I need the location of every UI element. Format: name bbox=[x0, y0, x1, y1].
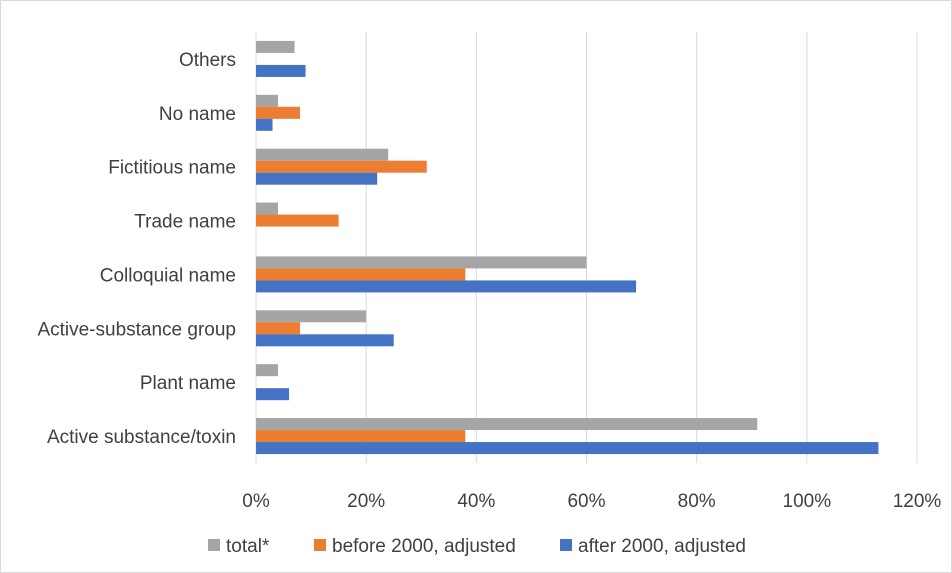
x-tick-label: 120% bbox=[893, 491, 942, 512]
bar-before-2000-adjusted-fictitious-name bbox=[256, 160, 427, 173]
x-tick-label: 100% bbox=[783, 491, 832, 512]
legend-label: before 2000, adjusted bbox=[332, 536, 516, 557]
bar-after-2000-adjusted-fictitious-name bbox=[256, 172, 378, 185]
x-tick-label: 0% bbox=[242, 491, 270, 512]
bar-after-2000-adjusted-no-name bbox=[256, 118, 273, 131]
bar-total-colloquial-name bbox=[256, 256, 587, 269]
legend-swatch-after-2000-adjusted bbox=[560, 539, 572, 551]
bar-total-active-substance-group bbox=[256, 310, 367, 323]
bar-before-2000-adjusted-active-substance-group bbox=[256, 322, 301, 335]
x-tick-label: 40% bbox=[457, 491, 495, 512]
category-label: Others bbox=[179, 50, 236, 71]
bars bbox=[256, 40, 879, 455]
bar-before-2000-adjusted-trade-name bbox=[256, 214, 339, 227]
category-label: Fictitious name bbox=[108, 158, 236, 179]
bar-before-2000-adjusted-active-substance-toxin bbox=[256, 430, 466, 443]
bar-after-2000-adjusted-others bbox=[256, 64, 306, 77]
x-axis-tick-labels: 0% 20% 40% 60% 80% 100% 120% bbox=[242, 491, 941, 512]
x-tick-label: 60% bbox=[567, 491, 605, 512]
category-label: Trade name bbox=[134, 212, 236, 233]
bar-total-no-name bbox=[256, 94, 279, 107]
category-label: No name bbox=[159, 104, 236, 125]
legend-swatch-total bbox=[208, 539, 220, 551]
bar-total-others bbox=[256, 40, 295, 53]
x-tick-label: 20% bbox=[347, 491, 385, 512]
legend: total* before 2000, adjusted after 2000, a… bbox=[208, 536, 746, 557]
bar-after-2000-adjusted-plant-name bbox=[256, 388, 290, 401]
category-label: Colloquial name bbox=[100, 265, 236, 286]
bar-total-active-substance-toxin bbox=[256, 418, 758, 431]
x-tick-label: 80% bbox=[678, 491, 716, 512]
category-labels: Others No name Fictitious name Trade name Co… bbox=[37, 50, 236, 448]
bar-before-2000-adjusted-colloquial-name bbox=[256, 268, 466, 281]
bar-after-2000-adjusted-active-substance-toxin bbox=[256, 442, 879, 455]
legend-swatch-before-2000-adjusted bbox=[314, 539, 326, 551]
bar-before-2000-adjusted-no-name bbox=[256, 106, 301, 119]
bar-total-fictitious-name bbox=[256, 148, 389, 161]
category-label: Active-substance group bbox=[37, 319, 236, 340]
legend-label: total* bbox=[226, 536, 270, 557]
bar-total-trade-name bbox=[256, 202, 279, 215]
bar-total-plant-name bbox=[256, 364, 279, 377]
category-label: Active substance/toxin bbox=[47, 427, 236, 448]
bar-after-2000-adjusted-active-substance-group bbox=[256, 334, 394, 347]
bar-after-2000-adjusted-colloquial-name bbox=[256, 280, 637, 293]
category-label: Plant name bbox=[140, 373, 236, 394]
legend-label: after 2000, adjusted bbox=[578, 536, 746, 557]
